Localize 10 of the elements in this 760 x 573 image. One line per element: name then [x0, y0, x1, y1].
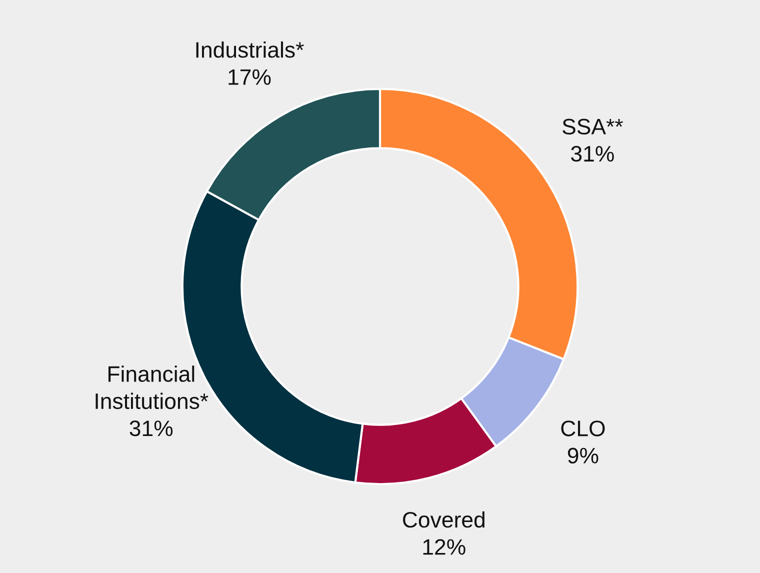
data-label: 31%	[130, 420, 173, 436]
slice-label: Financial Institutions*	[96, 366, 208, 410]
data-label: 9%	[568, 448, 598, 464]
data-label: 17%	[228, 69, 271, 85]
data-label: 12%	[423, 539, 466, 555]
slice-label: Industrials*	[196, 41, 304, 58]
slice-label: Covered	[403, 511, 484, 528]
slice-label: SSA**	[562, 118, 623, 135]
slice-label: CLO	[561, 420, 605, 436]
data-label: 31%	[571, 146, 614, 162]
